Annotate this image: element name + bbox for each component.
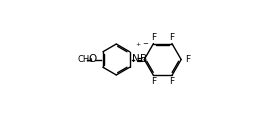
Text: +: +	[135, 42, 140, 47]
Text: F: F	[169, 77, 174, 86]
Text: CH₃: CH₃	[78, 55, 93, 64]
Text: B: B	[140, 55, 147, 64]
Text: −: −	[143, 41, 148, 47]
Text: F: F	[151, 77, 156, 86]
Text: F: F	[185, 55, 190, 64]
Text: F: F	[169, 33, 174, 42]
Text: N: N	[132, 55, 140, 64]
Text: F: F	[151, 33, 156, 42]
Text: O: O	[89, 55, 97, 64]
